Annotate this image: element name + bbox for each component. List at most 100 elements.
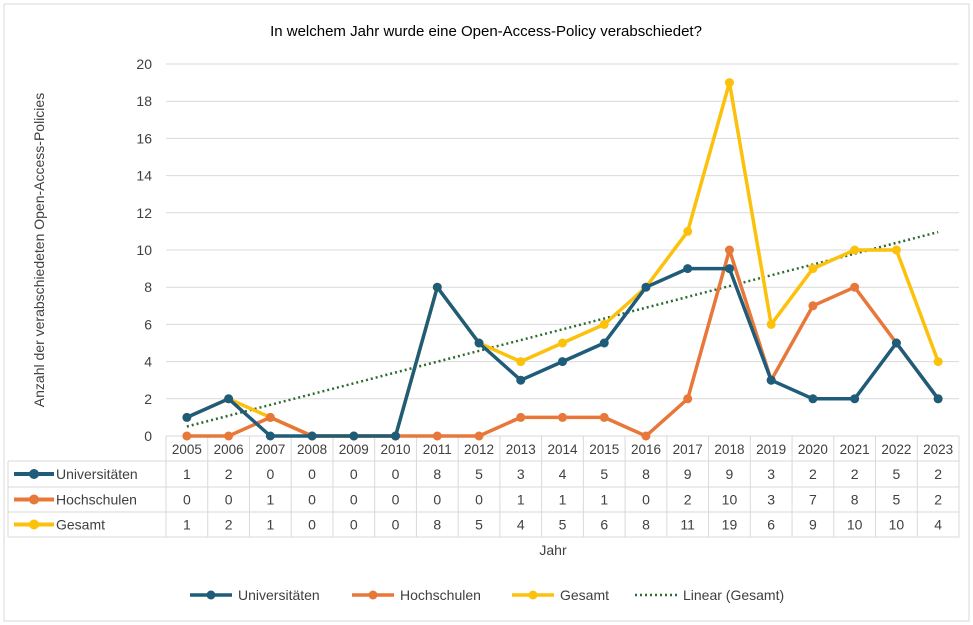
table-cell: 7 — [809, 492, 817, 508]
table-cell: 0 — [308, 492, 316, 508]
table-cell: 3 — [767, 492, 775, 508]
legend-marker — [206, 590, 216, 600]
data-point — [766, 375, 776, 385]
x-tick-label: 2009 — [339, 442, 369, 457]
data-point — [683, 226, 693, 236]
table-cell: 10 — [722, 492, 738, 508]
y-tick-label: 12 — [136, 205, 152, 221]
data-point — [641, 282, 651, 292]
table-series-name: Hochschulen — [56, 492, 137, 508]
data-point — [724, 245, 734, 255]
table-cell: 8 — [433, 466, 441, 482]
table-cell: 0 — [392, 517, 400, 533]
data-point — [599, 412, 609, 422]
table-cell: 8 — [851, 492, 859, 508]
table-cell: 0 — [350, 517, 358, 533]
data-point — [516, 412, 526, 422]
table-cell: 1 — [266, 517, 274, 533]
x-tick-label: 2007 — [255, 442, 285, 457]
data-point — [265, 412, 275, 422]
table-cell: 0 — [350, 466, 358, 482]
x-tick-label: 2010 — [381, 442, 411, 457]
legend-label: Linear (Gesamt) — [683, 587, 784, 603]
table-cell: 1 — [183, 517, 191, 533]
legend-label: Hochschulen — [400, 587, 481, 603]
table-cell: 0 — [433, 492, 441, 508]
x-tick-label: 2014 — [547, 442, 578, 457]
x-tick-label: 2013 — [506, 442, 536, 457]
y-tick-label: 14 — [136, 168, 152, 184]
y-tick-label: 20 — [136, 56, 152, 72]
y-tick-label: 16 — [136, 130, 152, 146]
data-point — [558, 412, 567, 422]
y-axis-label: Anzahl der verabschiedeten Open-Access-P… — [31, 93, 47, 407]
x-axis-label: Jahr — [539, 542, 567, 558]
data-point — [349, 431, 359, 441]
table-series-name: Universitäten — [56, 466, 138, 482]
data-point — [850, 282, 860, 292]
table-cell: 3 — [767, 466, 775, 482]
data-point — [808, 264, 818, 274]
x-tick-label: 2017 — [673, 442, 703, 457]
x-tick-label: 2011 — [423, 442, 452, 457]
data-point — [599, 338, 609, 348]
data-point — [850, 394, 860, 404]
y-tick-label: 6 — [144, 316, 152, 332]
data-point — [933, 394, 943, 404]
table-cell: 10 — [889, 517, 905, 533]
table-cell: 5 — [600, 466, 608, 482]
table-cell: 0 — [642, 492, 650, 508]
table-cell: 8 — [642, 517, 650, 533]
data-point — [474, 338, 484, 348]
data-point — [182, 412, 192, 422]
data-point — [558, 338, 567, 348]
y-tick-label: 10 — [136, 242, 152, 258]
table-cell: 1 — [183, 466, 191, 482]
table-cell: 5 — [559, 517, 567, 533]
x-tick-label: 2018 — [714, 442, 744, 457]
table-cell: 5 — [892, 492, 900, 508]
table-cell: 5 — [892, 466, 900, 482]
x-tick-label: 2019 — [756, 442, 786, 457]
table-cell: 9 — [809, 517, 817, 533]
x-tick-label: 2012 — [464, 442, 494, 457]
table-cell: 1 — [559, 492, 567, 508]
legend-marker — [368, 590, 378, 600]
data-point — [724, 78, 734, 88]
table-legend-marker — [29, 469, 39, 479]
data-point — [307, 431, 317, 441]
table-cell: 8 — [433, 517, 441, 533]
table-cell: 3 — [517, 466, 525, 482]
legend-label: Universitäten — [238, 587, 320, 603]
data-point — [933, 357, 943, 367]
table-cell: 4 — [934, 517, 942, 533]
table-cell: 2 — [225, 517, 233, 533]
data-point — [224, 394, 234, 404]
y-tick-label: 18 — [136, 93, 152, 109]
table-cell: 1 — [600, 492, 608, 508]
data-point — [808, 394, 818, 404]
x-tick-label: 2021 — [840, 442, 870, 457]
table-cell: 5 — [475, 517, 483, 533]
x-tick-label: 2020 — [798, 442, 828, 457]
table-cell: 2 — [934, 466, 942, 482]
table-cell: 11 — [680, 517, 695, 533]
table-cell: 9 — [684, 466, 692, 482]
x-tick-label: 2022 — [881, 442, 911, 457]
data-point — [432, 431, 442, 441]
table-cell: 8 — [642, 466, 650, 482]
table-cell: 6 — [767, 517, 775, 533]
table-cell: 2 — [934, 492, 942, 508]
y-tick-label: 8 — [144, 279, 152, 295]
data-point — [683, 394, 693, 404]
data-point — [432, 282, 442, 292]
table-cell: 0 — [266, 466, 274, 482]
y-tick-label: 2 — [144, 391, 152, 407]
table-cell: 2 — [809, 466, 817, 482]
data-point — [891, 338, 901, 348]
data-point — [641, 431, 651, 441]
table-cell: 0 — [392, 492, 400, 508]
table-cell: 5 — [475, 466, 483, 482]
